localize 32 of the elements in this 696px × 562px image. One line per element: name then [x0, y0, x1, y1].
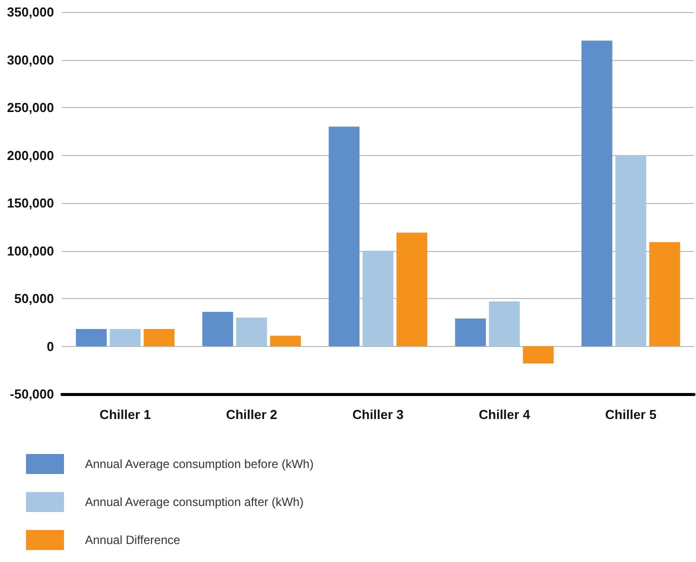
- bar: [236, 318, 268, 346]
- bar: [270, 336, 301, 346]
- bar: [202, 312, 234, 346]
- y-tick-label: 150,000: [7, 196, 54, 210]
- bar: [615, 155, 646, 346]
- bar: [488, 301, 520, 346]
- y-tick-label: 200,000: [7, 148, 54, 163]
- y-tick-label: 0: [46, 338, 54, 354]
- bar: [362, 250, 394, 346]
- y-tick-label: 50,000: [14, 291, 54, 306]
- y-tick-label: 100,000: [7, 243, 54, 258]
- bar: [522, 346, 554, 364]
- legend-label: Annual Difference: [85, 533, 180, 547]
- bar: [144, 329, 174, 346]
- bar: [396, 232, 428, 346]
- x-tick-label: Chiller 4: [478, 407, 531, 422]
- bar: [328, 126, 360, 346]
- bar: [582, 40, 612, 346]
- bar: [649, 242, 680, 346]
- legend-label: Annual Average consumption after (kWh): [85, 495, 304, 509]
- y-tick-label: 300,000: [7, 52, 54, 68]
- y-tick-label: 350,000: [7, 4, 54, 20]
- y-tick-label: 250,000: [7, 100, 54, 115]
- bar: [110, 329, 141, 346]
- x-tick-label: Chiller 2: [226, 407, 278, 422]
- y-tick-label: -50,000: [10, 386, 54, 402]
- bar: [455, 318, 486, 346]
- legend-label: Annual Average consumption before (kWh): [85, 457, 314, 471]
- x-tick-label: Chiller 3: [352, 407, 404, 422]
- x-tick-label: Chiller 5: [605, 407, 656, 422]
- x-tick-label: Chiller 1: [100, 407, 151, 422]
- bar: [76, 329, 107, 346]
